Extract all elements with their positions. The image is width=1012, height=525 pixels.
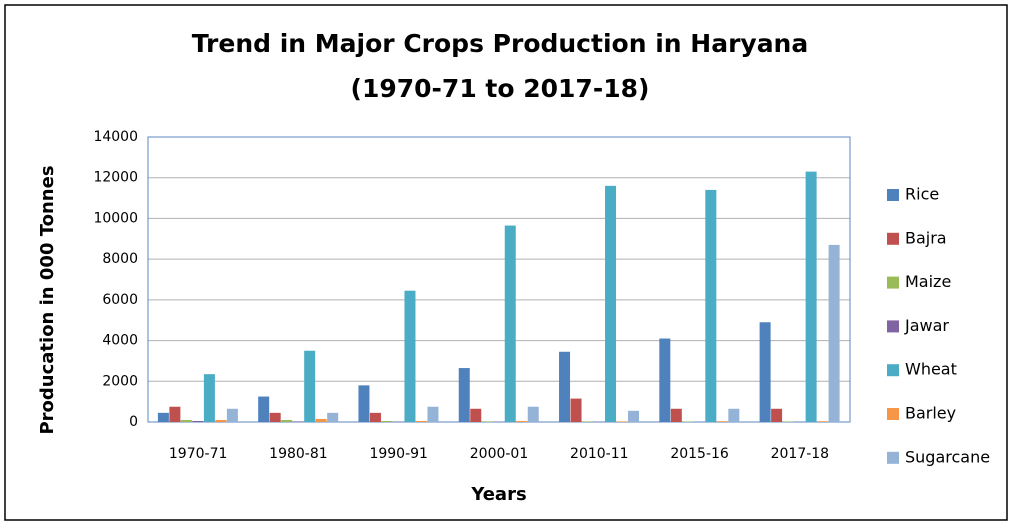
bar <box>304 350 316 422</box>
bar <box>759 322 771 422</box>
bar <box>616 421 628 422</box>
legend-label: Jawar <box>904 316 949 335</box>
x-tick-label: 1980-81 <box>269 446 328 462</box>
y-tick-label: 10000 <box>93 210 138 226</box>
legend-label: Rice <box>905 185 939 204</box>
y-axis-title: Producation in 000 Tonnes <box>37 165 58 434</box>
legend-swatch <box>887 189 899 201</box>
bar <box>404 290 416 422</box>
bar <box>415 420 427 422</box>
legend-swatch <box>887 364 899 377</box>
bar <box>327 412 339 422</box>
bar <box>226 408 238 422</box>
bar <box>458 368 470 422</box>
legend-label: Sugarcane <box>905 447 990 466</box>
bar <box>504 225 516 422</box>
bar <box>828 244 840 422</box>
x-tick-label: 1970-71 <box>169 446 228 462</box>
chart-title: Trend in Major Crops Production in Harya… <box>192 29 808 58</box>
bar <box>817 421 829 422</box>
y-tick-label: 0 <box>129 414 138 430</box>
bar <box>292 421 304 422</box>
legend-swatch <box>887 232 899 245</box>
x-tick-label: 2015-16 <box>670 446 729 462</box>
y-tick-label: 4000 <box>102 333 138 349</box>
chart-subtitle: (1970-71 to 2017-18) <box>351 74 650 103</box>
bar <box>516 420 528 422</box>
bar <box>381 420 393 422</box>
bar <box>570 398 582 422</box>
bar <box>203 374 215 422</box>
legend-swatch <box>887 276 899 289</box>
y-tick-label: 8000 <box>102 251 138 267</box>
bar <box>180 419 192 422</box>
bar <box>628 410 640 422</box>
bar <box>358 385 370 422</box>
legend-swatch <box>887 408 899 420</box>
legend-label: Bajra <box>905 228 947 247</box>
x-tick-label: 2000-01 <box>470 446 529 462</box>
bar <box>215 419 227 422</box>
bar <box>169 406 181 422</box>
legend-label: Wheat <box>905 360 957 379</box>
y-tick-label: 2000 <box>102 373 138 389</box>
bar <box>659 338 671 422</box>
x-axis-title: Years <box>470 484 526 505</box>
legend-label: Maize <box>905 272 951 291</box>
bar <box>670 408 682 422</box>
bar <box>728 408 740 422</box>
bar <box>605 185 617 422</box>
bar <box>771 408 783 422</box>
x-tick-label: 2017-18 <box>771 446 830 462</box>
bar <box>527 406 539 422</box>
bar <box>582 421 594 422</box>
bar <box>716 421 728 422</box>
bar <box>705 189 717 422</box>
bar <box>192 420 204 422</box>
bar <box>258 396 270 422</box>
bar <box>369 412 381 422</box>
bar <box>559 351 571 422</box>
bar <box>427 406 439 422</box>
x-tick-label: 2010-11 <box>570 446 629 462</box>
y-tick-label: 6000 <box>102 292 138 308</box>
bar <box>281 419 293 422</box>
bar <box>481 421 493 422</box>
bar <box>269 412 281 422</box>
y-tick-label: 12000 <box>93 170 138 186</box>
bar <box>157 412 169 422</box>
x-tick-label: 1990-91 <box>369 446 428 462</box>
bar <box>315 418 327 422</box>
legend-label: Barley <box>905 404 956 423</box>
bar <box>470 408 482 422</box>
y-tick-label: 14000 <box>93 129 138 145</box>
legend-swatch <box>887 451 899 464</box>
bar <box>805 171 817 422</box>
legend-swatch <box>887 320 899 333</box>
